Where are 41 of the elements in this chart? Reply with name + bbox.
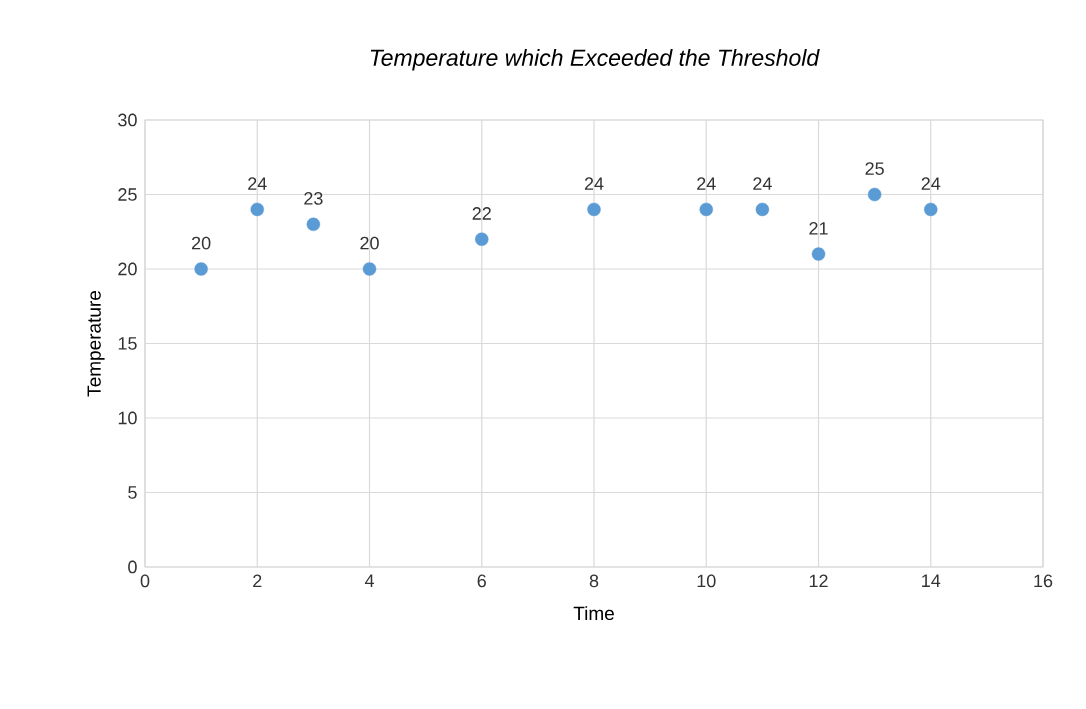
data-label: 20 <box>192 236 211 250</box>
point <box>362 262 377 276</box>
y-axis-title: Temperature <box>87 291 105 397</box>
data-label: 24 <box>584 177 604 190</box>
y-tick-label: 15 <box>118 337 137 350</box>
point <box>194 262 208 276</box>
point <box>811 247 826 261</box>
x-tick-label: 14 <box>922 574 941 587</box>
y-tick-label: 5 <box>128 486 137 499</box>
y-tick-label: 30 <box>118 113 137 127</box>
point <box>755 202 770 217</box>
point <box>306 217 321 231</box>
chart-title: Temperature which Exceeded the Threshold <box>370 49 820 71</box>
x-tick-label: 6 <box>477 574 486 588</box>
x-tick-label: 12 <box>809 574 828 588</box>
data-label: 25 <box>865 162 884 175</box>
data-label: 24 <box>697 177 716 190</box>
point <box>699 202 713 217</box>
data-label: 24 <box>753 177 772 190</box>
data-label: 20 <box>360 236 379 250</box>
y-tick-label: 20 <box>118 262 137 276</box>
y-tick-label: 10 <box>118 411 137 425</box>
point <box>587 202 601 217</box>
x-tick-label: 2 <box>253 574 262 588</box>
point <box>250 202 264 217</box>
y-tick-label: 25 <box>118 188 137 201</box>
data-label: 22 <box>472 207 491 220</box>
point <box>924 202 938 217</box>
x-tick-label: 4 <box>364 574 374 587</box>
data-label: 24 <box>921 177 941 190</box>
x-tick-label: 16 <box>1034 574 1053 588</box>
y-tick-label: 0 <box>128 560 137 574</box>
data-label: 24 <box>248 177 267 190</box>
data-label: 23 <box>304 192 323 205</box>
x-axis-title: Time <box>573 606 614 621</box>
x-tick-label: 8 <box>589 574 599 588</box>
point <box>475 232 489 246</box>
x-tick-label: 0 <box>140 574 150 588</box>
point <box>867 187 882 202</box>
data-label: 21 <box>809 221 828 235</box>
x-tick-label: 10 <box>697 574 716 588</box>
